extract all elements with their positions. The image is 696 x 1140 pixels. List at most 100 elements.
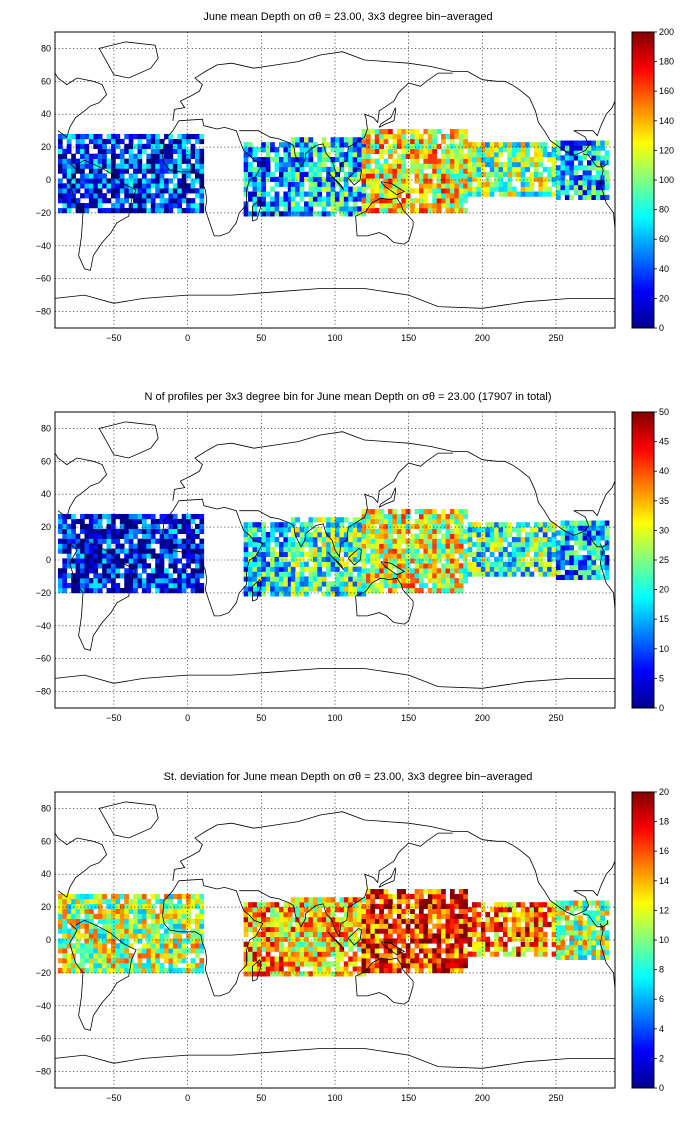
heatmap-cell xyxy=(57,583,63,589)
heatmap-cell xyxy=(279,912,284,918)
heatmap-cell xyxy=(396,908,402,914)
heatmap-cell xyxy=(494,527,499,533)
heatmap-cell xyxy=(507,527,513,533)
heatmap-cell xyxy=(106,967,112,974)
heatmap-cell xyxy=(511,536,517,543)
heatmap-cell xyxy=(388,513,393,520)
heatmap-cell xyxy=(164,533,169,539)
heatmap-cell xyxy=(388,558,393,564)
heatmap-cell xyxy=(168,548,174,554)
heatmap-cell xyxy=(124,158,129,164)
y-tick-label: 80 xyxy=(41,803,51,813)
heatmap-cell xyxy=(321,951,327,957)
heatmap-cell xyxy=(62,918,68,924)
heatmap-cell xyxy=(283,176,289,182)
heatmap-cell xyxy=(516,936,521,942)
heatmap-cell xyxy=(511,142,517,148)
heatmap-cell xyxy=(133,543,138,549)
heatmap-cell xyxy=(150,953,156,959)
panels-layer: −50 0 50 100 150 200 250806040200−20−40−60−802… xyxy=(36,27,674,1103)
heatmap-cell xyxy=(441,908,446,914)
x-tick-label: 50 xyxy=(256,713,266,723)
heatmap-cell xyxy=(190,168,196,174)
heatmap-cell xyxy=(295,971,300,977)
heatmap-cell xyxy=(591,915,597,921)
heatmap-cell xyxy=(283,571,289,577)
heatmap-cell xyxy=(97,548,103,554)
heatmap-cell xyxy=(335,902,340,908)
heatmap-cell xyxy=(454,183,460,189)
heatmap-cell xyxy=(283,191,289,197)
heatmap-cell xyxy=(547,541,552,548)
heatmap-cell xyxy=(348,912,353,918)
heatmap-cell xyxy=(357,551,362,558)
heatmap-cell xyxy=(164,513,169,520)
heatmap-cell xyxy=(312,586,318,592)
heatmap-cell xyxy=(243,522,249,528)
colorbar-tick-label: 10 xyxy=(659,935,669,945)
heatmap-cell xyxy=(595,564,601,571)
heatmap-cell xyxy=(308,551,314,558)
heatmap-cell xyxy=(533,907,539,913)
heatmap-cell xyxy=(449,889,455,895)
heatmap-cell xyxy=(80,963,85,969)
heatmap-cell xyxy=(374,918,380,924)
heatmap-cell xyxy=(370,923,376,929)
heatmap-cell xyxy=(190,893,196,900)
heatmap-cell xyxy=(573,944,579,951)
heatmap-cell xyxy=(352,581,358,587)
coastline xyxy=(172,811,468,881)
heatmap-cell xyxy=(410,938,415,944)
heatmap-cell xyxy=(445,943,451,949)
heatmap-cell xyxy=(150,207,156,214)
heatmap-cell xyxy=(357,166,362,173)
heatmap-cell xyxy=(556,940,561,946)
heatmap-cell xyxy=(370,158,376,164)
heatmap-cell xyxy=(261,566,267,572)
heatmap-cell xyxy=(454,129,460,135)
heatmap-cell xyxy=(419,963,424,969)
heatmap-cell xyxy=(287,956,293,962)
heatmap-cell xyxy=(414,543,420,549)
heatmap-cell xyxy=(265,971,271,977)
heatmap-cell xyxy=(441,173,446,179)
heatmap-cell xyxy=(106,938,112,944)
heatmap-cell xyxy=(449,963,455,969)
heatmap-cell xyxy=(520,536,526,543)
heatmap-cell xyxy=(361,897,367,903)
heatmap-cell xyxy=(441,573,446,579)
heatmap-cell xyxy=(66,893,72,900)
heatmap-cell xyxy=(551,571,557,577)
heatmap-cell xyxy=(124,908,129,914)
heatmap-cell xyxy=(317,897,323,903)
heatmap-cell xyxy=(137,923,143,929)
heatmap-cell xyxy=(326,166,331,173)
heatmap-cell xyxy=(274,956,280,962)
heatmap-cell xyxy=(467,936,473,942)
heatmap-cell xyxy=(564,194,570,201)
heatmap-cell xyxy=(299,546,305,553)
heatmap-cell xyxy=(195,528,200,534)
heatmap-cell xyxy=(489,571,495,577)
heatmap-cell xyxy=(370,203,376,209)
heatmap-cell xyxy=(551,951,557,957)
heatmap-cell xyxy=(265,201,271,207)
heatmap-cell xyxy=(317,926,323,933)
heatmap-cell xyxy=(88,138,94,145)
heatmap-cell xyxy=(419,568,424,574)
heatmap-cell xyxy=(352,166,358,173)
heatmap-cell xyxy=(164,538,169,544)
heatmap-cell xyxy=(361,181,367,187)
heatmap-cell xyxy=(463,553,468,559)
heatmap-cell xyxy=(405,967,411,974)
heatmap-cell xyxy=(256,551,262,558)
heatmap-cell xyxy=(538,951,544,957)
heatmap-cell xyxy=(326,581,331,587)
heatmap-cell xyxy=(449,578,455,584)
heatmap-cell xyxy=(445,153,451,159)
heatmap-cell xyxy=(199,163,205,169)
heatmap-cell xyxy=(181,913,187,919)
heatmap-cell xyxy=(159,967,165,974)
heatmap-cell xyxy=(520,152,526,158)
heatmap-cell xyxy=(287,156,293,163)
